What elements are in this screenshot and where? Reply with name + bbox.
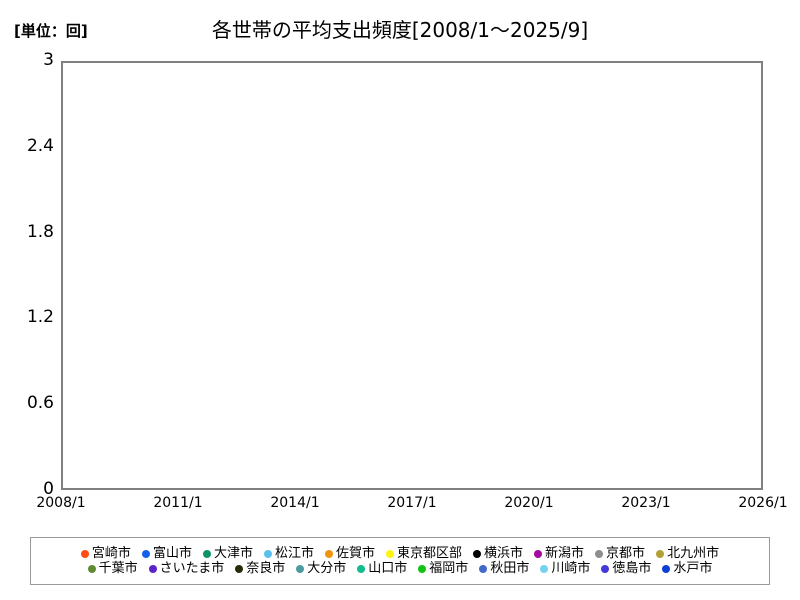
y-axis-tick-label: 1.8 [26,221,54,242]
legend-marker-icon [479,564,488,573]
legend-label: 富山市 [152,546,192,561]
legend-label: 水戸市 [673,561,713,576]
legend: 宮崎市 富山市 大津市 松江市 佐賀市 東京都区部 横浜市 新潟市 京都市 北九州市 千葉市 さいた… [30,537,770,585]
legend-marker-icon [235,564,244,573]
legend-marker-icon [601,564,610,573]
legend-marker-icon [87,564,96,573]
legend-marker-icon [595,549,604,558]
legend-marker-icon [540,564,549,573]
y-axis-tick-label: 0 [43,479,54,499]
x-axis-tick-label: 2011/1 [153,495,203,511]
y-axis-tick-label: 3 [43,50,54,70]
legend-label: 徳島市 [612,561,652,576]
legend-item[interactable]: さいたま市 [148,561,225,576]
legend-marker-icon [141,549,150,558]
legend-marker-icon [418,564,427,573]
legend-item[interactable]: 大津市 [202,546,253,561]
legend-row: 千葉市 さいたま市 奈良市 大分市 山口市 福岡市 秋田市 川崎市 徳島市 水戸市 [87,561,712,576]
x-axis-tick-label: 2026/1 [738,495,788,511]
legend-item[interactable]: 宮崎市 [80,546,131,561]
plot-frame [61,61,763,490]
legend-label: 宮崎市 [91,546,131,561]
legend-row: 宮崎市 富山市 大津市 松江市 佐賀市 東京都区部 横浜市 新潟市 京都市 北九州市 [80,546,719,561]
legend-marker-icon [534,549,543,558]
legend-label: 川崎市 [551,561,591,576]
legend-marker-icon [296,564,305,573]
legend-item[interactable]: 川崎市 [540,562,590,575]
legend-item[interactable]: 山口市 [357,562,407,575]
y-axis-tick-label: 0.6 [26,393,54,414]
x-axis-tick-label: 2023/1 [621,495,671,511]
plot-area [61,61,763,490]
legend-marker-icon [656,549,665,558]
y-axis-tick-label: 1.2 [26,307,54,328]
legend-label: 新潟市 [545,546,585,561]
legend-marker-icon [357,564,366,573]
legend-label: 北九州市 [667,546,720,561]
legend-marker-icon [263,549,272,558]
legend-marker-icon [386,549,394,558]
legend-label: 松江市 [274,546,314,561]
legend-marker-icon [473,549,482,558]
legend-item[interactable]: 富山市 [141,546,192,561]
x-axis-tick-label: 2008/1 [36,495,86,511]
legend-item[interactable]: 水戸市 [662,562,712,575]
legend-marker-icon [324,549,333,558]
legend-item[interactable]: 佐賀市 [324,546,375,561]
legend-marker-icon [202,549,211,558]
legend-item[interactable]: 松江市 [263,546,314,561]
legend-label: 奈良市 [246,561,286,576]
legend-label: さいたま市 [159,561,225,576]
x-axis-tick-label: 2020/1 [504,495,554,511]
y-axis-tick-label: 2.4 [26,135,54,156]
legend-marker-icon [148,564,157,573]
legend-marker-icon [80,549,89,558]
legend-item[interactable]: 徳島市 [601,562,651,575]
legend-label: 福岡市 [429,561,469,576]
legend-item[interactable]: 京都市 [595,547,645,560]
unit-label: [単位：回] [14,22,88,40]
legend-item[interactable]: 横浜市 [473,547,523,560]
legend-label: 京都市 [606,546,646,561]
legend-item[interactable]: 北九州市 [656,547,719,560]
legend-marker-icon [662,564,671,573]
legend-label: 大津市 [213,546,253,561]
x-axis-tick-label: 2017/1 [387,495,437,511]
page-title: 各世帯の平均支出頻度[2008/1～2025/9] [211,18,589,42]
legend-item[interactable]: 福岡市 [418,562,468,575]
legend-label: 横浜市 [484,546,524,561]
legend-label: 東京都区部 [397,546,463,561]
legend-item[interactable]: 千葉市 [87,561,138,576]
legend-item[interactable]: 大分市 [296,562,346,575]
legend-item[interactable]: 新潟市 [534,547,584,560]
x-axis-tick-label: 2014/1 [270,495,320,511]
legend-item[interactable]: 東京都区部 [386,547,462,560]
legend-item[interactable]: 奈良市 [235,562,285,575]
legend-item[interactable]: 秋田市 [479,562,529,575]
legend-label: 山口市 [368,561,408,576]
legend-label: 秋田市 [490,561,530,576]
legend-label: 大分市 [307,561,347,576]
legend-label: 千葉市 [98,561,138,576]
legend-label: 佐賀市 [335,546,375,561]
